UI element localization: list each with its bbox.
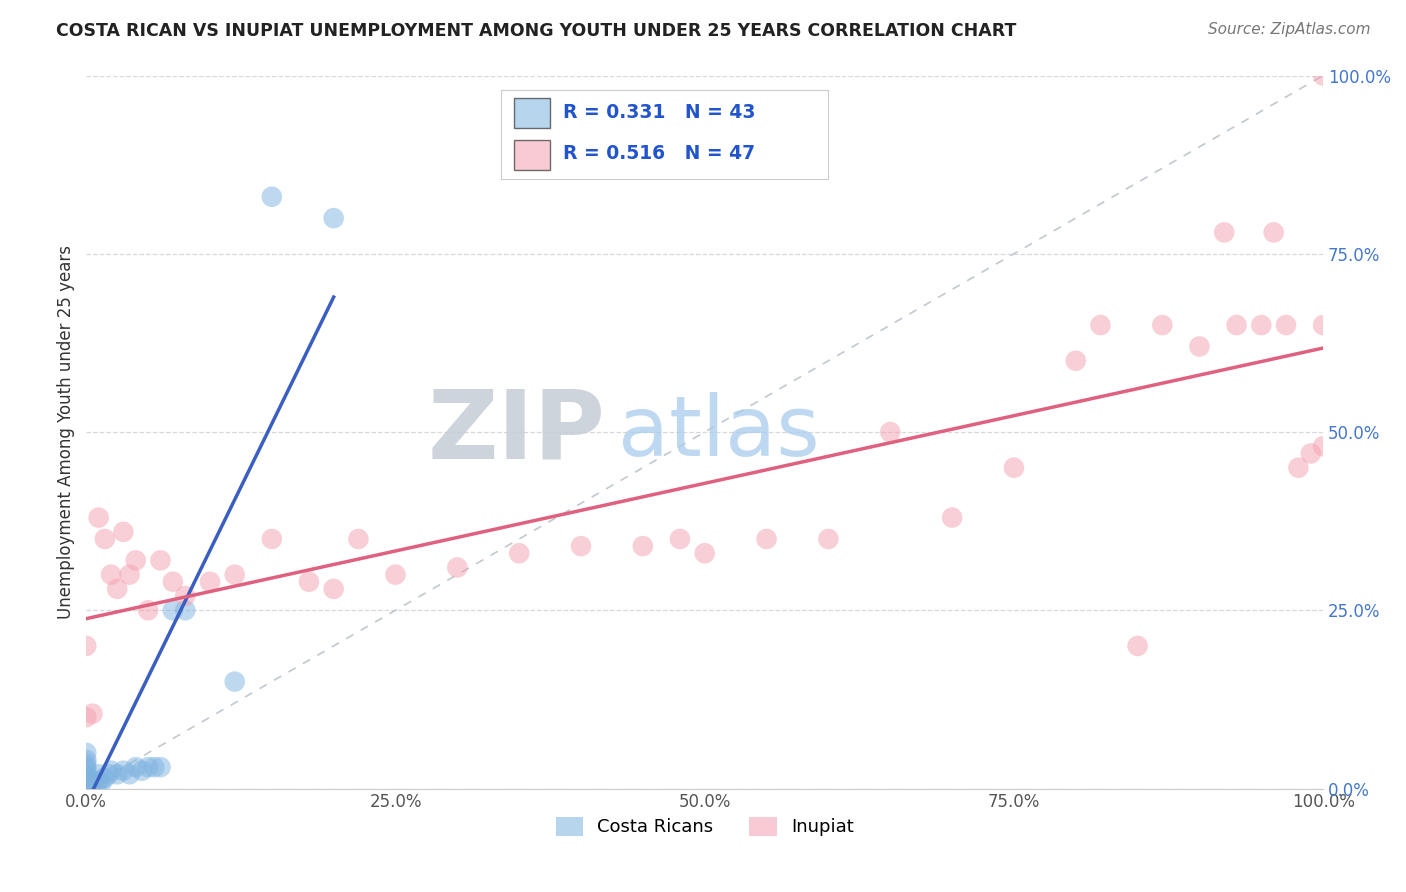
Point: [75, 781, 97, 796]
Point: [75, 781, 97, 796]
Point: [79, 781, 101, 796]
Point: [75, 776, 97, 790]
Point: [174, 589, 197, 603]
Point: [75, 746, 97, 760]
Point: [446, 560, 468, 574]
Point: [75, 767, 97, 781]
Text: ZIP: ZIP: [427, 385, 606, 478]
Point: [143, 760, 166, 774]
Point: [260, 190, 283, 204]
Point: [1312, 439, 1334, 453]
Point: [941, 510, 963, 524]
Point: [347, 532, 370, 546]
Point: [84, 778, 107, 792]
Point: [75, 760, 97, 774]
Point: [1188, 339, 1211, 353]
Point: [75, 781, 97, 796]
Point: [75, 778, 97, 792]
Point: [1275, 318, 1298, 332]
Point: [118, 567, 141, 582]
Point: [75, 781, 97, 796]
Point: [1002, 460, 1025, 475]
Point: [1126, 639, 1149, 653]
Point: [260, 532, 283, 546]
Point: [322, 582, 344, 596]
Point: [1312, 318, 1334, 332]
Point: [82, 778, 104, 792]
Point: [631, 539, 654, 553]
Text: Source: ZipAtlas.com: Source: ZipAtlas.com: [1208, 22, 1371, 37]
Point: [97, 767, 120, 781]
Point: [1263, 226, 1285, 240]
Point: [82, 772, 104, 787]
Point: [174, 603, 197, 617]
Point: [224, 674, 246, 689]
Point: [569, 539, 592, 553]
Point: [75, 756, 97, 771]
Y-axis label: Unemployment Among Youth under 25 years: Unemployment Among Youth under 25 years: [58, 245, 75, 619]
Point: [149, 553, 172, 567]
Text: atlas: atlas: [619, 392, 820, 473]
Point: [149, 760, 172, 774]
Point: [1286, 460, 1309, 475]
Point: [75, 781, 97, 796]
Point: [322, 211, 344, 226]
Point: [125, 553, 148, 567]
Point: [75, 781, 97, 796]
Point: [82, 706, 104, 721]
Point: [1225, 318, 1247, 332]
Point: [75, 764, 97, 778]
Point: [384, 567, 406, 582]
Point: [75, 753, 97, 767]
Point: [75, 772, 97, 787]
Point: [75, 781, 97, 796]
Point: [94, 771, 117, 785]
Point: [136, 760, 159, 774]
Point: [162, 603, 184, 617]
Point: [879, 425, 901, 439]
Point: [75, 774, 97, 789]
Point: [1064, 353, 1087, 368]
Point: [75, 781, 97, 796]
Point: [1213, 226, 1236, 240]
Point: [755, 532, 778, 546]
Point: [125, 760, 148, 774]
Point: [131, 764, 153, 778]
Point: [817, 532, 839, 546]
Point: [100, 567, 122, 582]
Point: [1250, 318, 1272, 332]
Point: [118, 767, 141, 781]
Point: [75, 710, 97, 724]
Point: [224, 567, 246, 582]
Point: [1090, 318, 1112, 332]
Point: [1152, 318, 1174, 332]
Point: [112, 524, 135, 539]
Point: [100, 764, 122, 778]
Point: [508, 546, 530, 560]
Point: [87, 510, 110, 524]
Point: [75, 769, 97, 783]
Point: [693, 546, 716, 560]
Point: [75, 639, 97, 653]
Text: COSTA RICAN VS INUPIAT UNEMPLOYMENT AMONG YOUTH UNDER 25 YEARS CORRELATION CHART: COSTA RICAN VS INUPIAT UNEMPLOYMENT AMON…: [56, 22, 1017, 40]
Legend: Costa Ricans, Inupiat: Costa Ricans, Inupiat: [548, 809, 860, 844]
Point: [1312, 69, 1334, 83]
Point: [75, 771, 97, 785]
Point: [112, 764, 135, 778]
Point: [90, 776, 112, 790]
Point: [162, 574, 184, 589]
Point: [87, 774, 110, 789]
Point: [1299, 446, 1322, 460]
Point: [105, 767, 128, 781]
Point: [136, 603, 159, 617]
Point: [87, 767, 110, 781]
Point: [669, 532, 692, 546]
Point: [298, 574, 321, 589]
Point: [105, 582, 128, 596]
Point: [94, 532, 117, 546]
Point: [198, 574, 221, 589]
